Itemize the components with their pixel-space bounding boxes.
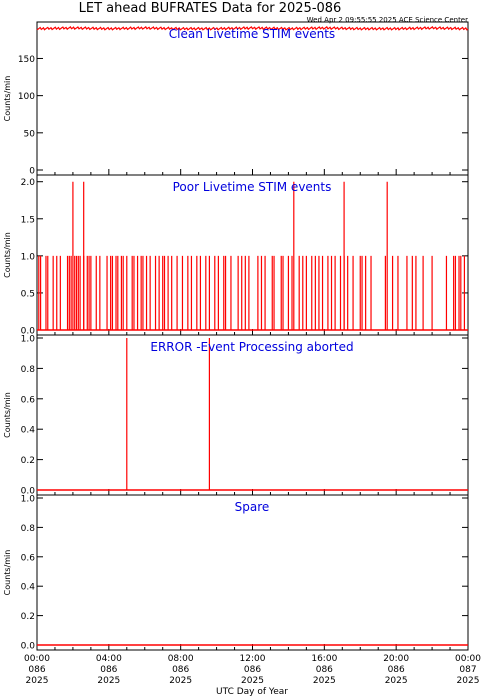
- x-tick-time: 08:00: [168, 654, 194, 664]
- y-tick-label: 1.0: [21, 335, 36, 345]
- main-title: LET ahead BUFRATES Data for 2025-086: [79, 1, 342, 16]
- x-tick-year: 2025: [313, 676, 336, 686]
- y-tick-label: 0.5: [21, 289, 35, 299]
- y-tick-label: 0.2: [21, 612, 35, 622]
- x-tick-doy: 086: [28, 665, 45, 675]
- y-tick-label: 0.6: [21, 395, 36, 405]
- x-tick-doy: 086: [388, 665, 405, 675]
- x-tick-doy: 087: [459, 665, 476, 675]
- panel-frame: [36, 174, 469, 336]
- panel-frame: [36, 21, 469, 176]
- y-axis-label: Counts/min: [3, 232, 12, 278]
- panel-2: 0.0 0.5 1.0 1.5 2.0 Counts/min Poor Livetime S…: [3, 174, 469, 337]
- timestamp: Wed Apr 2 09:55:55 2025 ACE Science Cent…: [307, 16, 468, 24]
- y-tick-label: 1.0: [21, 495, 36, 505]
- y-tick-label: 150: [18, 55, 35, 65]
- x-tick-year: 2025: [241, 676, 264, 686]
- x-tick-doy: 086: [100, 665, 117, 675]
- x-tick-year: 2025: [169, 676, 192, 686]
- y-tick-label: 0.8: [21, 365, 36, 375]
- y-tick-label: 0.0: [21, 487, 36, 497]
- y-tick-label: 2.0: [21, 178, 36, 188]
- y-tick-label: 100: [18, 92, 35, 102]
- y-tick-label: 0.4: [21, 583, 36, 593]
- y-tick-label: 0.6: [21, 553, 36, 563]
- x-tick-time: 16:00: [311, 654, 337, 664]
- series-line: [36, 26, 469, 31]
- y-tick-label: 0: [29, 167, 35, 177]
- x-tick-time: 00:00: [455, 654, 481, 664]
- x-axis-label: UTC Day of Year: [216, 687, 288, 697]
- panel-1: 0 50 100 150 Counts/min Clean Livetime STIM e…: [3, 21, 469, 177]
- panel-4: 0.0 0.2 0.4 0.6 0.8 1.0 Counts/min Spare: [3, 494, 469, 652]
- y-tick-label: 0.0: [21, 642, 36, 652]
- y-tick-label: 0.8: [21, 524, 36, 534]
- x-tick-time: 00:00: [24, 654, 50, 664]
- y-tick-label: 0.0: [21, 327, 36, 337]
- panels: 0 50 100 150 Counts/min Clean Livetime STIM e…: [3, 21, 469, 652]
- y-axis-label: Counts/min: [3, 550, 12, 596]
- x-tick-year: 2025: [26, 676, 49, 686]
- panel-title: ERROR -Event Processing aborted: [150, 340, 353, 354]
- x-tick-time: 12:00: [240, 654, 266, 664]
- y-tick-label: 50: [24, 129, 36, 139]
- x-tick-doy: 086: [244, 665, 261, 675]
- x-tick-year: 2025: [457, 676, 480, 686]
- x-tick-year: 2025: [385, 676, 408, 686]
- panel-title: Spare: [235, 500, 270, 514]
- x-tick-year: 2025: [97, 676, 120, 686]
- panel-frame: [36, 334, 469, 496]
- panel-title: Clean Livetime STIM events: [169, 27, 335, 41]
- x-tick-time: 20:00: [383, 654, 409, 664]
- y-tick-label: 0.4: [21, 426, 36, 436]
- y-axis-label: Counts/min: [3, 392, 12, 438]
- y-axis-label: Counts/min: [3, 76, 12, 122]
- panel-frame: [36, 494, 469, 651]
- x-tick-doy: 086: [316, 665, 333, 675]
- x-tick-doy: 086: [172, 665, 189, 675]
- y-tick-label: 1.0: [21, 252, 36, 262]
- x-axis-ticks: 00:00086202504:00086202508:00086202512:0…: [24, 654, 481, 686]
- panel-title: Poor Livetime STIM events: [173, 180, 332, 194]
- panel-3: 0.0 0.2 0.4 0.6 0.8 1.0 Counts/min ERROR -Event…: [3, 334, 469, 497]
- y-tick-label: 1.5: [21, 215, 35, 225]
- x-tick-time: 04:00: [96, 654, 122, 664]
- y-tick-label: 0.2: [21, 456, 35, 466]
